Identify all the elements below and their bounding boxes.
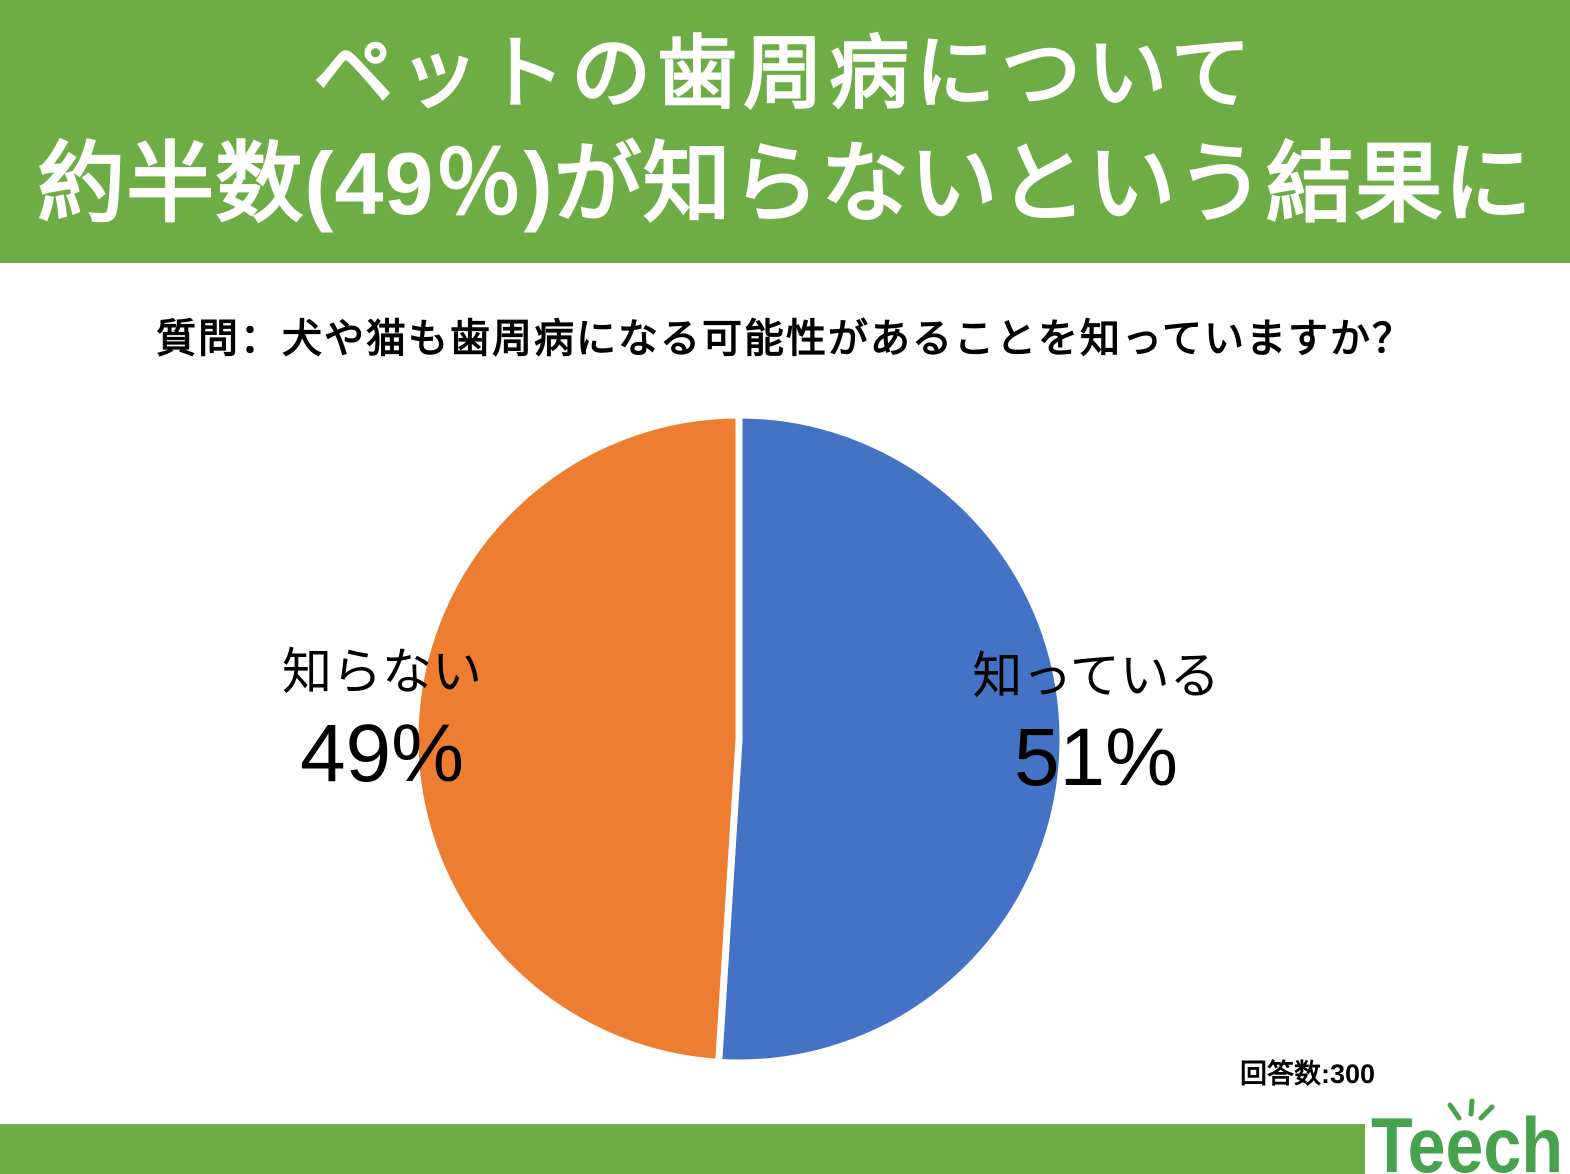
- pie-chart: [411, 411, 1067, 1067]
- teech-logo: Teech: [1365, 1098, 1570, 1174]
- footer-bar: [0, 1124, 1368, 1174]
- logo-spark-icon: [1447, 1098, 1495, 1121]
- logo-wordmark: Teech: [1371, 1101, 1563, 1174]
- pie-slice-know: [715, 411, 1067, 1067]
- pie-slice-dont-know: [411, 411, 743, 1066]
- header-banner: ペットの歯周病について 約半数(49％)が知らないという結果に: [0, 0, 1570, 263]
- title-line-2: 約半数(49％)が知らないという結果に: [37, 133, 1533, 233]
- survey-question: 質問：犬や猫も歯周病になる可能性があることを知っていますか？: [156, 317, 1414, 361]
- teech-logo-graphic: Teech: [1371, 1098, 1563, 1174]
- title-line-1: ペットの歯周病について: [313, 28, 1257, 118]
- respondent-count: 回答数:300: [1240, 1059, 1376, 1089]
